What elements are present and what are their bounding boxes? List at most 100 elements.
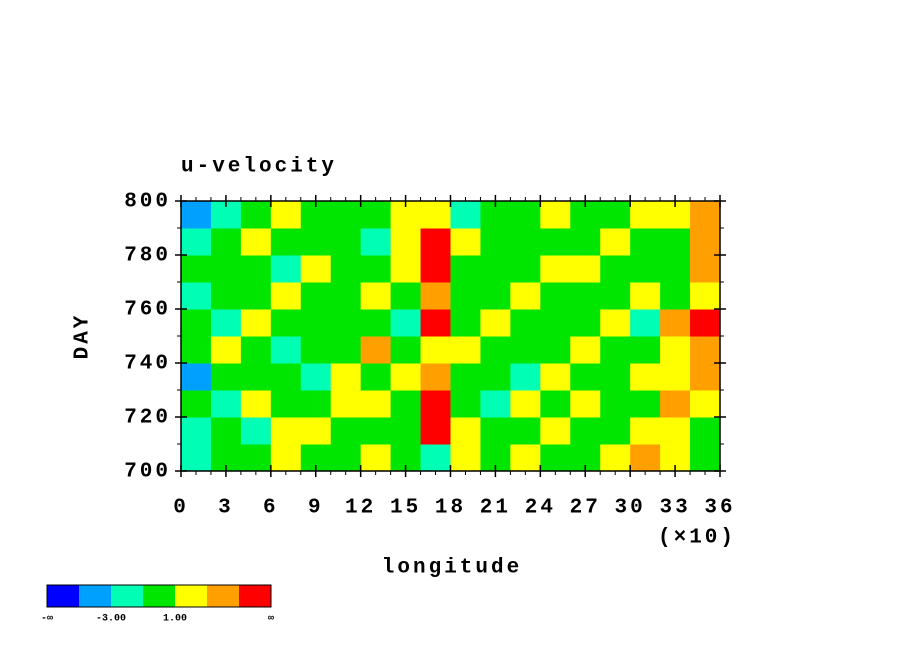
heatmap-cell (450, 228, 481, 256)
heatmap-cell (450, 255, 481, 283)
heatmap-cell (210, 390, 242, 418)
x-axis-label: longitude (382, 557, 522, 580)
heatmap-cell (420, 201, 451, 229)
heatmap-cell (600, 363, 631, 391)
heatmap-cell (181, 417, 212, 445)
heatmap-cell (300, 336, 332, 364)
heatmap-cell (330, 255, 362, 283)
heatmap-cell (540, 309, 571, 337)
heatmap-cell (210, 309, 242, 337)
heatmap-cell (300, 309, 332, 337)
y-tick-label: 760 (124, 299, 171, 322)
heatmap-cell (600, 201, 631, 229)
heatmap-cell (450, 282, 481, 310)
heatmap-cell (420, 390, 451, 418)
heatmap-cell (540, 417, 571, 445)
heatmap-cell (570, 255, 601, 283)
x-tick-label: 36 (704, 497, 735, 520)
heatmap-cell (600, 390, 631, 418)
heatmap-cell (660, 255, 691, 283)
heatmap-cell (240, 363, 272, 391)
y-tick-label: 740 (124, 353, 171, 376)
heatmap-cell (630, 417, 661, 445)
heatmap-cell (450, 363, 481, 391)
heatmap-cell (450, 309, 481, 337)
heatmap-cell (600, 444, 631, 472)
heatmap-cell (630, 228, 661, 256)
heatmap-cell (570, 417, 601, 445)
heatmap-cell (600, 336, 631, 364)
y-tick-label: 780 (124, 245, 171, 268)
heatmap-cell (540, 390, 571, 418)
heatmap-cell (330, 228, 362, 256)
heatmap-cell (270, 255, 302, 283)
heatmap-cell (270, 390, 302, 418)
heatmap-cell (330, 336, 362, 364)
heatmap-cell (690, 309, 721, 337)
heatmap-cell (360, 282, 392, 310)
heatmap-cell (390, 336, 422, 364)
heatmap-cell (510, 444, 541, 472)
heatmap-cell (600, 309, 631, 337)
colorbar-swatch (47, 585, 79, 607)
x-tick-label: 12 (345, 497, 376, 520)
heatmap-cell (210, 255, 242, 283)
heatmap-cell (270, 444, 302, 472)
colorbar-frame (46, 584, 272, 608)
x-tick-label: 6 (263, 497, 279, 520)
heatmap-cell (420, 417, 451, 445)
heatmap-cell (360, 444, 392, 472)
heatmap-cell (270, 201, 302, 229)
heatmap-cell (300, 390, 332, 418)
heatmap-cell (690, 282, 721, 310)
heatmap-cell (480, 228, 511, 256)
heatmap-cell (630, 390, 661, 418)
heatmap-cell (600, 282, 631, 310)
heatmap-cell (240, 309, 272, 337)
heatmap-cell (330, 201, 362, 229)
heatmap-cell (510, 255, 541, 283)
heatmap-cell (480, 336, 511, 364)
heatmap-cell (510, 201, 541, 229)
colorbar-swatch (175, 585, 207, 607)
colorbar-swatch (79, 585, 111, 607)
heatmap-cell (330, 363, 362, 391)
colorbar-label: -∞ (41, 614, 53, 625)
x-tick-label: 24 (525, 497, 556, 520)
heatmap-cell (420, 228, 451, 256)
heatmap-cell (210, 282, 242, 310)
heatmap-cell (240, 390, 272, 418)
heatmap-cell (420, 336, 451, 364)
heatmap-cell (660, 363, 691, 391)
heatmap-cell (181, 255, 212, 283)
heatmap-cell (690, 255, 721, 283)
heatmap-cell (480, 417, 511, 445)
heatmap-cell (210, 363, 242, 391)
heatmap-cell (181, 444, 212, 472)
heatmap-cell (600, 417, 631, 445)
heatmap-cell (390, 390, 422, 418)
x-tick-label: 15 (390, 497, 421, 520)
y-tick-label: 800 (124, 191, 171, 214)
heatmap-cell (270, 417, 302, 445)
colorbar-label: -3.00 (96, 614, 126, 625)
heatmap-cell (360, 336, 392, 364)
heatmap-cell (690, 228, 721, 256)
x-tick-label: 3 (218, 497, 234, 520)
x-tick-label: 0 (173, 497, 189, 520)
colorbar-swatch (207, 585, 239, 607)
heatmap-cell (540, 255, 571, 283)
heatmap-cell (510, 390, 541, 418)
heatmap-cell (540, 228, 571, 256)
heatmap-cell (540, 336, 571, 364)
heatmap-cell (480, 282, 511, 310)
x-multiplier: (×10) (658, 527, 736, 550)
heatmap-cell (270, 228, 302, 256)
x-tick-label: 30 (615, 497, 646, 520)
heatmap-cell (450, 390, 481, 418)
x-tick-label: 9 (308, 497, 324, 520)
heatmap-cell (360, 363, 392, 391)
heatmap-cell (600, 228, 631, 256)
heatmap-cell (660, 390, 691, 418)
heatmap-cell (270, 309, 302, 337)
